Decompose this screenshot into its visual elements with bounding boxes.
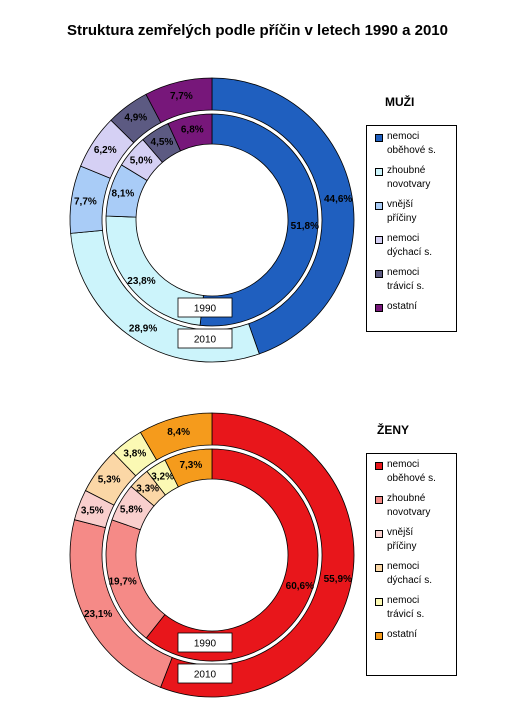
legend-swatch	[375, 598, 383, 606]
legend-item-5: ostatní	[375, 300, 450, 314]
data-label-1990-5: 7,3%	[179, 460, 202, 471]
data-label-2010-2: 3,5%	[81, 505, 104, 516]
data-label-1990-1: 19,7%	[108, 576, 136, 587]
slice-2010-0	[211, 77, 355, 355]
donut-chart-men: 51,8% 23,8% 8,1% 5,0% 4,5% 6,8% 44,6% 28,9% 7,7%…	[69, 77, 355, 363]
legend-swatch	[375, 496, 383, 504]
legend-swatch	[375, 530, 383, 538]
slice-1990-0	[199, 113, 319, 327]
data-label-1990-1: 23,8%	[127, 276, 155, 287]
legend-label: ostatní	[387, 301, 418, 312]
data-label-2010-0: 55,9%	[324, 574, 352, 585]
svg-text:1990: 1990	[194, 639, 217, 650]
legend-men: nemoci oběhové s. zhoubné novotvary vnější př…	[366, 125, 457, 332]
data-label-2010-2: 7,7%	[74, 197, 97, 208]
legend-label: nemoci dýchací s.	[387, 233, 433, 258]
legend-swatch	[375, 236, 383, 244]
data-label-2010-1: 28,9%	[129, 323, 157, 334]
data-label-2010-5: 7,7%	[170, 91, 193, 102]
data-label-1990-2: 5,8%	[120, 504, 143, 515]
data-label-1990-0: 60,6%	[286, 581, 314, 592]
legend-label: nemoci trávicí s.	[387, 267, 425, 292]
data-label-2010-5: 8,4%	[167, 427, 190, 438]
slice-1990-5	[164, 448, 213, 488]
legend-label: vnější příčiny	[387, 527, 417, 552]
legend-label: nemoci trávicí s.	[387, 595, 425, 620]
legend-swatch	[375, 270, 383, 278]
legend-swatch	[375, 564, 383, 572]
legend-label: vnější příčiny	[387, 199, 417, 224]
legend-label: nemoci dýchací s.	[387, 561, 433, 586]
legend-label: ostatní	[387, 629, 418, 640]
legend-item-1: zhoubné novotvary	[375, 164, 450, 192]
data-label-2010-4: 4,9%	[124, 113, 147, 124]
data-label-1990-4: 3,2%	[151, 472, 174, 483]
data-label-1990-4: 4,5%	[151, 137, 174, 148]
year-label-2010: 2010	[177, 663, 233, 684]
data-label-2010-3: 6,2%	[94, 145, 117, 156]
data-label-1990-3: 5,0%	[130, 155, 153, 166]
legend-item-1: zhoubné novotvary	[375, 492, 450, 520]
data-label-2010-3: 5,3%	[98, 474, 121, 485]
legend-label: zhoubné novotvary	[387, 165, 431, 190]
section-label-men: MUŽI	[385, 95, 415, 109]
year-label-1990: 1990	[177, 632, 233, 653]
data-label-1990-5: 6,8%	[181, 125, 204, 136]
data-label-2010-4: 3,8%	[123, 448, 146, 459]
slice-1990-0	[145, 448, 319, 662]
year-label-1990: 1990	[177, 297, 233, 318]
legend-women: nemoci oběhové s. zhoubné novotvary vnější př…	[366, 453, 457, 676]
legend-item-0: nemoci oběhové s.	[375, 458, 450, 486]
legend-swatch	[375, 168, 383, 176]
data-label-2010-1: 23,1%	[84, 609, 112, 620]
legend-swatch	[375, 202, 383, 210]
svg-text:2010: 2010	[194, 670, 217, 681]
legend-label: nemoci oběhové s.	[387, 459, 436, 484]
svg-text:1990: 1990	[194, 304, 217, 315]
data-label-1990-0: 51,8%	[291, 221, 319, 232]
donut-chart-women: 60,6% 19,7% 5,8% 3,3%3,2% 7,3% 55,9% 23,1% 3,5%…	[69, 412, 355, 698]
legend-item-3: nemoci dýchací s.	[375, 560, 450, 588]
legend-item-4: nemoci trávicí s.	[375, 266, 450, 294]
legend-swatch	[375, 134, 383, 142]
legend-swatch	[375, 304, 383, 312]
svg-text:2010: 2010	[194, 335, 217, 346]
slice-2010-0	[160, 412, 355, 698]
slice-2010-5	[145, 77, 213, 124]
slice-1990-5	[167, 113, 213, 152]
legend-item-3: nemoci dýchací s.	[375, 232, 450, 260]
legend-label: nemoci oběhové s.	[387, 131, 436, 156]
chart-title: Struktura zemřelých podle příčin v letec…	[66, 22, 448, 39]
year-label-2010: 2010	[177, 328, 233, 349]
legend-label: zhoubné novotvary	[387, 493, 431, 518]
data-label-2010-0: 44,6%	[324, 194, 352, 205]
data-label-1990-2: 8,1%	[112, 189, 135, 200]
legend-item-4: nemoci trávicí s.	[375, 594, 450, 622]
legend-item-0: nemoci oběhové s.	[375, 130, 450, 158]
slice-2010-5	[139, 412, 213, 461]
legend-item-2: vnější příčiny	[375, 526, 450, 554]
data-label-1990-3: 3,3%	[136, 483, 159, 494]
legend-swatch	[375, 632, 383, 640]
legend-item-2: vnější příčiny	[375, 198, 450, 226]
section-label-women: ŽENY	[377, 423, 410, 437]
legend-swatch	[375, 462, 383, 470]
legend-item-5: ostatní	[375, 628, 450, 642]
